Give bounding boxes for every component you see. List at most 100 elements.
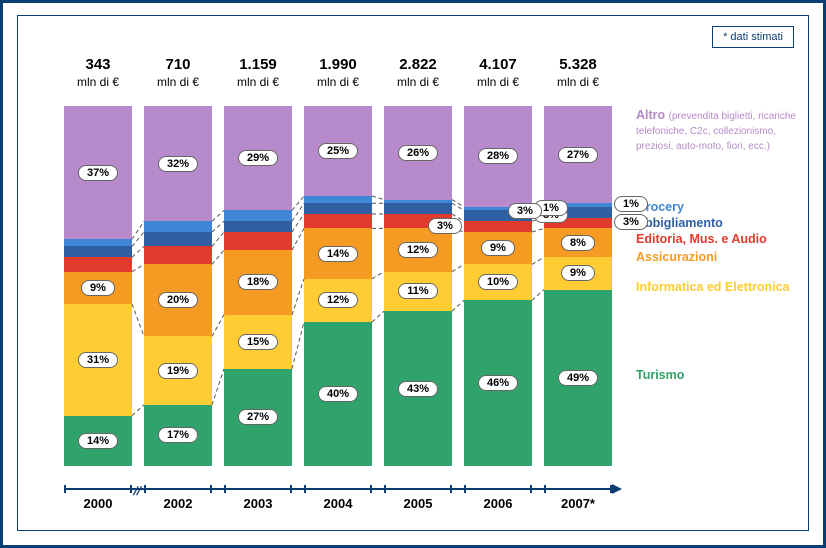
segment-assicurazioni: 18%	[224, 250, 292, 315]
bar-header: 5.328mln di €	[544, 56, 612, 90]
segment-altro: 28%	[464, 106, 532, 207]
bar-header: 710mln di €	[144, 56, 212, 90]
x-axis: 2000//200220032004200520062007*	[64, 488, 620, 514]
x-tick-label: 2000	[64, 496, 132, 511]
segment-label: 9%	[561, 265, 595, 281]
segment-abbigliamento	[224, 221, 292, 232]
footnote-text: * dati stimati	[723, 31, 783, 43]
segment-label: 46%	[478, 375, 518, 391]
segment-informatica: 15%	[224, 315, 292, 369]
segment-turismo: 17%	[144, 405, 212, 466]
segment-label: 12%	[398, 242, 438, 258]
segment-editoria	[464, 221, 532, 232]
legend-item-editoria: Editoria, Mus. e Audio	[636, 232, 767, 247]
segment-abbigliamento	[304, 203, 372, 214]
segment-grocery	[224, 210, 292, 221]
segment-label: 17%	[158, 427, 198, 443]
outer-frame: * dati stimati 343mln di € 14% 31% 9% 37% 710…	[0, 0, 826, 548]
segment-label: 27%	[238, 409, 278, 425]
bar-header: 4.107mln di €	[464, 56, 532, 90]
segment-turismo: 43%	[384, 311, 452, 466]
segment-label: 15%	[238, 334, 278, 350]
inner-frame: * dati stimati 343mln di € 14% 31% 9% 37% 710…	[17, 15, 809, 531]
segment-abbigliamento	[144, 232, 212, 246]
segment-label: 9%	[481, 240, 515, 256]
segment-grocery	[144, 221, 212, 232]
segment-editoria	[224, 232, 292, 250]
legend-label: Informatica ed Elettronica	[636, 280, 790, 294]
bar-header: 1.990mln di €	[304, 56, 372, 90]
segment-informatica: 31%	[64, 304, 132, 416]
unit-label: mln di €	[544, 75, 612, 90]
footnote-box: * dati stimati	[712, 26, 794, 48]
segment-turismo: 27%	[224, 369, 292, 466]
segment-label: 31%	[78, 352, 118, 368]
legend-item-abbigliamento: Abbigliamento	[636, 216, 723, 231]
segment-label: 37%	[78, 165, 118, 181]
segment-informatica: 9%	[544, 257, 612, 289]
segment-assicurazioni: 8%	[544, 228, 612, 257]
x-tick-label: 2006	[464, 496, 532, 511]
bar-header: 2.822mln di €	[384, 56, 452, 90]
segment-label: 49%	[558, 370, 598, 386]
unit-label: mln di €	[304, 75, 372, 90]
segment-informatica: 12%	[304, 279, 372, 322]
bar: 17% 19% 20% 32%	[144, 106, 212, 466]
total-value: 5.328	[544, 56, 612, 75]
segment-turismo: 46%	[464, 300, 532, 466]
unit-label: mln di €	[384, 75, 452, 90]
bar-header: 343mln di €	[64, 56, 132, 90]
segment-turismo: 49%	[544, 290, 612, 466]
segment-informatica: 19%	[144, 336, 212, 404]
segment-label: 14%	[318, 246, 358, 262]
legend-label: Abbigliamento	[636, 216, 723, 230]
segment-label: 20%	[158, 292, 198, 308]
bar: 49%9%8%27%	[544, 106, 612, 466]
segment-label: 10%	[478, 274, 518, 290]
legend-item-altro: Altro (prevendita biglietti, ricariche t…	[636, 108, 808, 153]
bar: 14%31%9%37%	[64, 106, 132, 466]
unit-label: mln di €	[464, 75, 532, 90]
segment-label: 29%	[238, 150, 278, 166]
x-tick-label: 2004	[304, 496, 372, 511]
segment-label: 25%	[318, 143, 358, 159]
segment-label: 9%	[81, 280, 115, 296]
segment-assicurazioni: 14%	[304, 228, 372, 278]
segment-editoria	[304, 214, 372, 228]
segment-label: 8%	[561, 235, 595, 251]
unit-label: mln di €	[144, 75, 212, 90]
bar-header: 1.159mln di €	[224, 56, 292, 90]
segment-label: 18%	[238, 274, 278, 290]
segment-label-float: 1%	[614, 196, 648, 212]
segment-label: 12%	[318, 292, 358, 308]
segment-informatica: 11%	[384, 272, 452, 312]
segment-editoria	[144, 246, 212, 264]
segment-grocery	[384, 200, 452, 204]
segment-label-float: 3%	[428, 218, 462, 234]
segment-label: 32%	[158, 156, 198, 172]
segment-altro: 29%	[224, 106, 292, 210]
segment-label: 43%	[398, 381, 438, 397]
segment-abbigliamento	[64, 246, 132, 257]
unit-label: mln di €	[64, 75, 132, 90]
chart-area: 343mln di € 14% 31% 9% 37% 710mln di € 17% 19% 2…	[64, 56, 620, 506]
segment-altro: 32%	[144, 106, 212, 221]
x-tick-label: 2007*	[544, 496, 612, 511]
segment-editoria	[64, 257, 132, 271]
unit-label: mln di €	[224, 75, 292, 90]
segment-label: 28%	[478, 148, 518, 164]
segment-label-float: 3%	[508, 203, 542, 219]
x-tick-label: 2005	[384, 496, 452, 511]
total-value: 2.822	[384, 56, 452, 75]
segment-altro: 37%	[64, 106, 132, 239]
segment-assicurazioni: 20%	[144, 264, 212, 336]
total-value: 1.990	[304, 56, 372, 75]
segment-label: 11%	[398, 283, 437, 299]
segment-label: 19%	[158, 363, 198, 379]
legend-item-turismo: Turismo	[636, 368, 684, 383]
bar: 40%12%14%25%	[304, 106, 372, 466]
segment-label: 26%	[398, 145, 438, 161]
legend-label: Assicurazioni	[636, 250, 717, 264]
legend-label: Turismo	[636, 368, 684, 382]
bar: 27% 15% 18% 29%	[224, 106, 292, 466]
